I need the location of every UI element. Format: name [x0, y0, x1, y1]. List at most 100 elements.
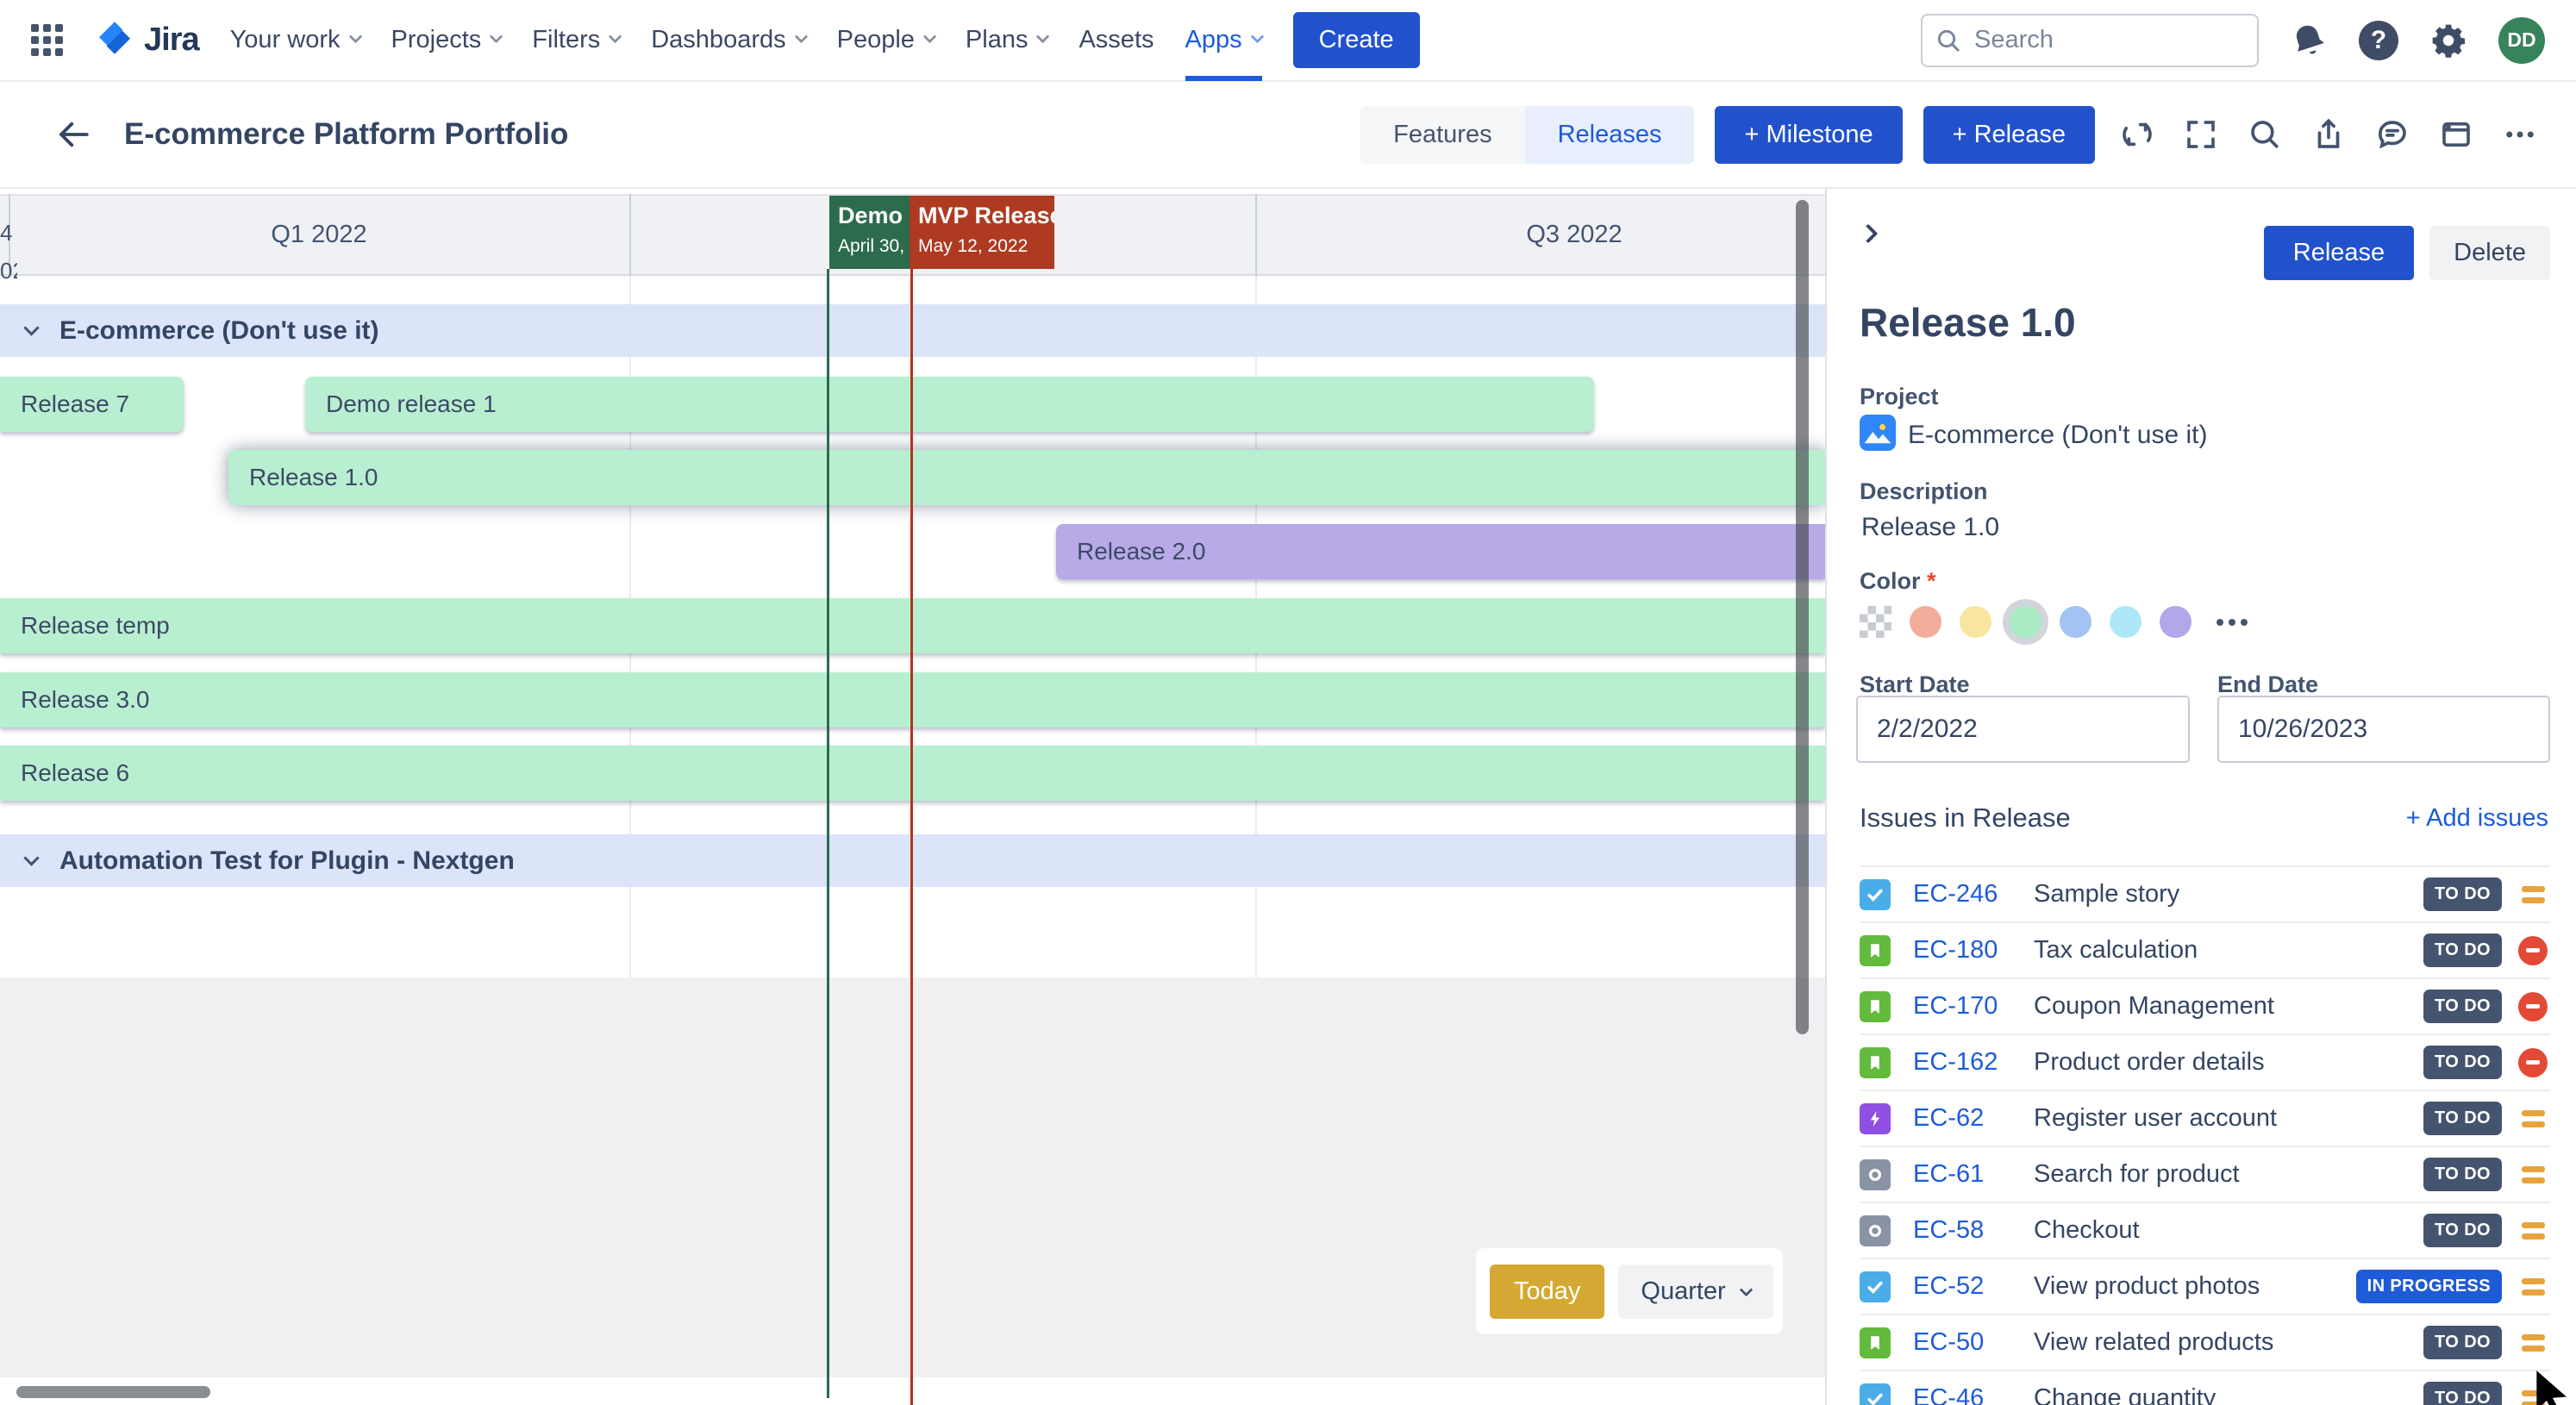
project-label: Project [1860, 384, 1939, 409]
swatch-transparent[interactable] [1860, 606, 1891, 638]
issue-key-link[interactable]: EC-61 [1913, 1160, 1985, 1188]
issue-row[interactable]: EC-61 Search for product TO DO [1860, 1147, 2550, 1203]
quarter-gridline [1255, 194, 1257, 276]
issue-key-link[interactable]: EC-180 [1913, 936, 1998, 964]
nav-people[interactable]: People [837, 0, 937, 81]
today-button[interactable]: Today [1490, 1264, 1605, 1319]
swatch-green-selected[interactable] [2010, 606, 2041, 638]
add-milestone-button[interactable]: + Milestone [1715, 105, 1903, 164]
delete-button[interactable]: Delete [2429, 226, 2550, 280]
medium-priority-icon [2516, 1333, 2550, 1352]
status-badge: TO DO [2423, 877, 2502, 911]
issue-row[interactable]: EC-180 Tax calculation TO DO [1860, 923, 2550, 979]
tab-releases[interactable]: Releases [1524, 105, 1695, 164]
milestone-mvp-release[interactable]: MVP Release May 12, 2022 [910, 196, 1054, 269]
issue-row[interactable]: EC-46 Change quantity TO DO [1860, 1371, 2550, 1405]
issue-row[interactable]: EC-170 Coupon Management TO DO [1860, 979, 2550, 1035]
settings-gear-icon[interactable] [2426, 18, 2471, 63]
app-switcher-icon[interactable] [31, 24, 63, 56]
nav-assets[interactable]: Assets [1079, 26, 1154, 53]
swatch-cyan[interactable] [2110, 606, 2141, 638]
more-colors-icon[interactable] [2216, 618, 2248, 626]
chevron-down-icon [1036, 29, 1050, 44]
status-badge: IN PROGRESS [2355, 1270, 2502, 1303]
top-navigation: Jira Your work Projects Filters Dashboar… [0, 0, 2576, 82]
status-badge: TO DO [2423, 1214, 2502, 1247]
feedback-icon[interactable] [2371, 113, 2414, 156]
issue-key-link[interactable]: EC-162 [1913, 1048, 1998, 1076]
jira-logo[interactable]: Jira [94, 17, 200, 63]
horizontal-scrollbar[interactable] [16, 1386, 210, 1398]
bookmark-type-icon [1860, 990, 1891, 1022]
release-action-button[interactable]: Release [2263, 226, 2415, 280]
create-button[interactable]: Create [1292, 12, 1420, 68]
chevron-down-icon [1739, 1283, 1753, 1296]
issue-row[interactable]: EC-58 Checkout TO DO [1860, 1203, 2550, 1259]
swatch-salmon[interactable] [1910, 606, 1941, 638]
issue-row[interactable]: EC-52 View product photos IN PROGRESS [1860, 1259, 2550, 1315]
search-input[interactable] [1921, 13, 2259, 67]
swatch-blue[interactable] [2060, 606, 2091, 638]
nav-projects[interactable]: Projects [391, 0, 503, 81]
milestone-demo[interactable]: Demo April 30, 2 [829, 196, 910, 269]
medium-priority-icon [2516, 1277, 2550, 1296]
end-date-input[interactable] [2217, 696, 2550, 763]
issue-row[interactable]: EC-162 Product order details TO DO [1860, 1035, 2550, 1091]
release-bar-release-2-0[interactable]: Release 2.0 [1056, 524, 1825, 579]
quarter-label: Q3 2022 [1526, 221, 1623, 248]
swatch-lavender[interactable] [2160, 606, 2191, 638]
notifications-bell-icon[interactable] [2286, 18, 2331, 63]
export-icon[interactable] [2307, 113, 2350, 156]
issue-key-link[interactable]: EC-62 [1913, 1104, 1985, 1132]
card-layout-icon[interactable] [2435, 113, 2478, 156]
help-icon[interactable]: ? [2359, 20, 2398, 60]
nav-apps[interactable]: Apps [1185, 0, 1264, 81]
chevron-down-icon [23, 850, 40, 866]
more-options-icon[interactable] [2498, 113, 2542, 156]
issue-row[interactable]: EC-50 View related products TO DO [1860, 1315, 2550, 1371]
issue-key-link[interactable]: EC-58 [1913, 1216, 1985, 1244]
required-asterisk: * [1927, 568, 1936, 594]
issue-key-link[interactable]: EC-50 [1913, 1328, 1985, 1356]
release-bar-release-1-0[interactable]: Release 1.0 [228, 450, 1825, 505]
quarter-label: Q1 2022 [271, 221, 367, 248]
fullscreen-icon[interactable] [2179, 113, 2223, 156]
chevron-down-icon [23, 320, 40, 336]
project-row[interactable]: E-commerce (Don't use it) [1860, 415, 2207, 455]
collapse-panel-icon[interactable] [1858, 223, 1879, 244]
release-bar-release-7[interactable]: Release 7 [0, 377, 184, 432]
refresh-icon[interactable] [2116, 113, 2159, 156]
search-in-plan-icon[interactable] [2243, 113, 2286, 156]
nav-dashboards[interactable]: Dashboards [651, 0, 808, 81]
issue-row[interactable]: EC-246 Sample story TO DO [1860, 867, 2550, 923]
add-issues-link[interactable]: + Add issues [2405, 803, 2548, 832]
nav-your-work[interactable]: Your work [230, 0, 362, 81]
description-label: Description [1860, 478, 1988, 504]
vertical-scrollbar[interactable] [1796, 200, 1809, 1034]
task-type-icon [1860, 1158, 1891, 1190]
issue-row[interactable]: EC-62 Register user account TO DO [1860, 1091, 2550, 1147]
story-type-icon [1860, 1271, 1891, 1302]
medium-priority-icon [2516, 1109, 2550, 1127]
global-search [1921, 13, 2259, 67]
status-badge: TO DO [2423, 1382, 2502, 1405]
tab-features[interactable]: Features [1360, 105, 1525, 164]
issue-key-link[interactable]: EC-246 [1913, 880, 1998, 908]
swatch-yellow[interactable] [1960, 606, 1991, 638]
page-title: E-commerce Platform Portfolio [124, 117, 569, 151]
status-badge: TO DO [2423, 990, 2502, 1023]
bookmark-type-icon [1860, 934, 1891, 966]
bolt-type-icon [1860, 1102, 1891, 1134]
issue-key-link[interactable]: EC-46 [1913, 1384, 1985, 1405]
back-arrow-icon[interactable] [55, 116, 91, 153]
nav-plans[interactable]: Plans [966, 0, 1050, 81]
issue-key-link[interactable]: EC-52 [1913, 1272, 1985, 1300]
nav-filters[interactable]: Filters [532, 0, 622, 81]
project-name: E-commerce (Don't use it) [1908, 420, 2208, 449]
user-avatar[interactable]: DD [2498, 16, 2545, 64]
release-bar-demo-release-1[interactable]: Demo release 1 [305, 377, 1594, 432]
issue-key-link[interactable]: EC-170 [1913, 992, 1998, 1020]
zoom-level-select[interactable]: Quarter [1618, 1264, 1773, 1319]
start-date-input[interactable] [1856, 696, 2190, 763]
add-release-button[interactable]: + Release [1923, 105, 2095, 164]
